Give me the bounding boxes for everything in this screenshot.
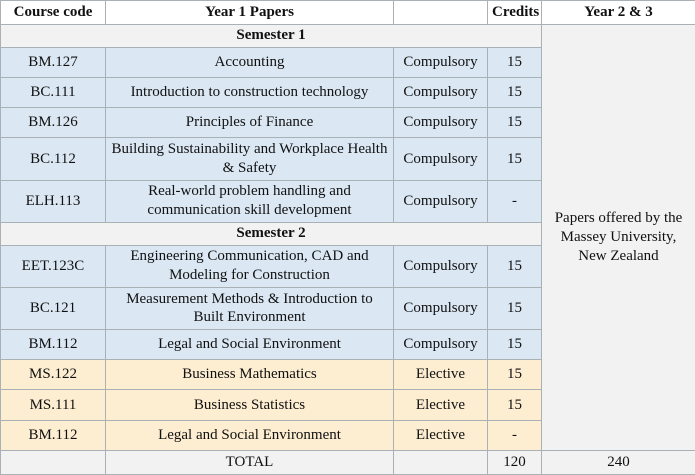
credits-cell: 15	[487, 76, 542, 109]
paper-title-cell: Legal and Social Environment	[105, 328, 394, 361]
paper-title-cell: Engineering Communication, CAD and Model…	[105, 244, 394, 288]
semester-band-label: Semester 1	[0, 24, 542, 48]
course-row: BC.112 Building Sustainability and Workpl…	[0, 137, 695, 181]
course-code-cell: BM.112	[0, 419, 106, 452]
header-row: Course code Year 1 Papers Credits Year 2…	[0, 0, 695, 25]
course-row: BC.121 Measurement Methods & Introduction…	[0, 286, 695, 330]
credits-cell: 15	[487, 244, 542, 288]
course-row: EET.123C Engineering Communication, CAD a…	[0, 244, 695, 288]
status-cell: Compulsory	[393, 286, 488, 330]
total-label: TOTAL	[105, 450, 394, 475]
course-row: BM.112 Legal and Social Environment Electi…	[0, 419, 695, 452]
course-row: BM.112 Legal and Social Environment Compul…	[0, 328, 695, 361]
credits-cell: 15	[487, 328, 542, 361]
column-header-year1-papers: Year 1 Papers	[105, 0, 394, 25]
course-code-cell: BM.112	[0, 328, 106, 361]
paper-title-cell: Principles of Finance	[105, 107, 394, 139]
status-cell: Compulsory	[393, 244, 488, 288]
course-code-cell: BC.112	[0, 137, 106, 181]
paper-title-cell: Accounting	[105, 46, 394, 78]
course-code-cell: BC.111	[0, 76, 106, 109]
course-row: MS.122 Business Mathematics Elective 15	[0, 359, 695, 391]
credits-cell: 15	[487, 286, 542, 330]
course-row: BM.126 Principles of Finance Compulsory 15	[0, 107, 695, 139]
total-year2-3: 240	[541, 450, 695, 475]
status-cell: Compulsory	[393, 76, 488, 109]
semester-band-row: Semester 1 Papers offered by the Massey U…	[0, 24, 695, 451]
status-cell: Compulsory	[393, 46, 488, 78]
total-empty-status-cell	[393, 450, 488, 475]
status-cell: Compulsory	[393, 137, 488, 181]
status-cell: Compulsory	[393, 179, 488, 223]
course-code-cell: BC.121	[0, 286, 106, 330]
column-header-year2-3: Year 2 & 3	[541, 0, 695, 25]
total-credits: 120	[487, 450, 542, 475]
course-code-cell: BM.126	[0, 107, 106, 139]
table-body: Semester 1 Papers offered by the Massey U…	[0, 24, 695, 452]
course-code-cell: MS.122	[0, 359, 106, 391]
course-row: BM.127 Accounting Compulsory 15	[0, 46, 695, 78]
semester-band-row: Semester 2	[0, 221, 695, 246]
course-code-cell: MS.111	[0, 389, 106, 421]
year2-3-note: Papers offered by the Massey University,…	[541, 24, 695, 451]
course-code-cell: ELH.113	[0, 179, 106, 223]
course-row: BC.111 Introduction to construction techn…	[0, 76, 695, 109]
credits-cell: 15	[487, 389, 542, 421]
credits-cell: 15	[487, 107, 542, 139]
course-row: MS.111 Business Statistics Elective 15	[0, 389, 695, 421]
paper-title-cell: Introduction to construction technology	[105, 76, 394, 109]
credits-cell: 15	[487, 359, 542, 391]
course-code-cell: EET.123C	[0, 244, 106, 288]
status-cell: Compulsory	[393, 328, 488, 361]
total-empty-code-cell	[0, 450, 106, 475]
status-cell: Elective	[393, 389, 488, 421]
status-cell: Compulsory	[393, 107, 488, 139]
semester-band-label: Semester 2	[0, 221, 542, 246]
paper-title-cell: Legal and Social Environment	[105, 419, 394, 452]
paper-title-cell: Building Sustainability and Workplace He…	[105, 137, 394, 181]
paper-title-cell: Business Mathematics	[105, 359, 394, 391]
credits-cell: 15	[487, 46, 542, 78]
status-cell: Elective	[393, 419, 488, 452]
column-header-credits: Credits	[487, 0, 542, 25]
total-row: TOTAL 120 240	[0, 450, 695, 475]
credits-cell: -	[487, 419, 542, 452]
paper-title-cell: Business Statistics	[105, 389, 394, 421]
column-header-status	[393, 0, 488, 25]
paper-title-cell: Measurement Methods & Introduction to Bu…	[105, 286, 394, 330]
course-row: ELH.113 Real-world problem handling and c…	[0, 179, 695, 223]
column-header-course-code: Course code	[0, 0, 106, 25]
course-code-cell: BM.127	[0, 46, 106, 78]
credits-cell: -	[487, 179, 542, 223]
paper-title-cell: Real-world problem handling and communic…	[105, 179, 394, 223]
status-cell: Elective	[393, 359, 488, 391]
credits-cell: 15	[487, 137, 542, 181]
